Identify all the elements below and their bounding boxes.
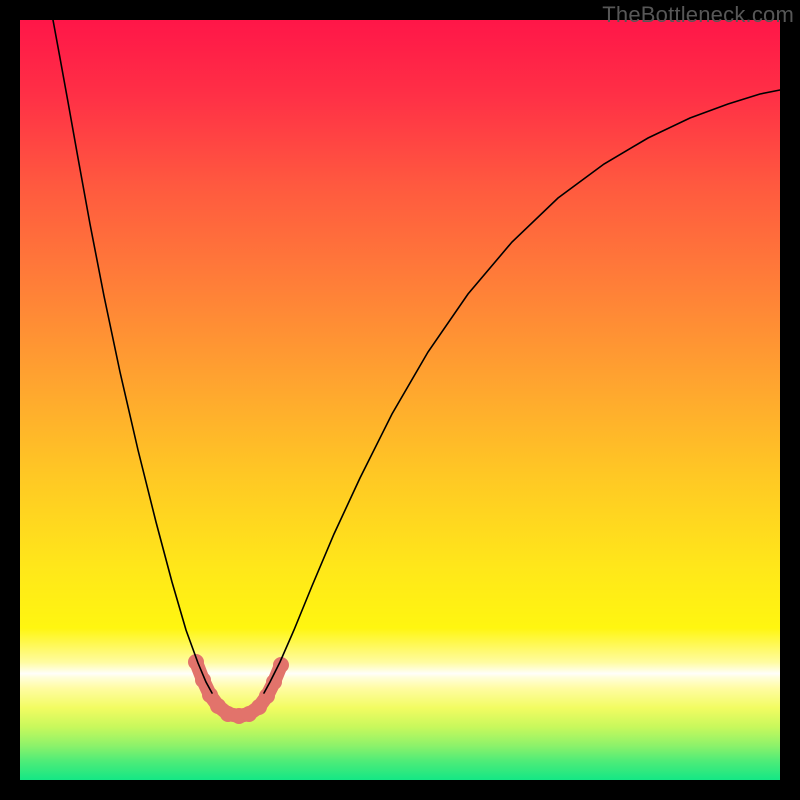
watermark-text: TheBottleneck.com [602, 2, 794, 28]
plot-border-bottom [0, 780, 800, 800]
bottleneck-curve-chart [0, 0, 800, 800]
plot-border-left [0, 0, 20, 800]
plot-border-right [780, 0, 800, 800]
bottleneck-marker-dot [259, 688, 275, 704]
bottleneck-marker-dot [266, 674, 282, 690]
